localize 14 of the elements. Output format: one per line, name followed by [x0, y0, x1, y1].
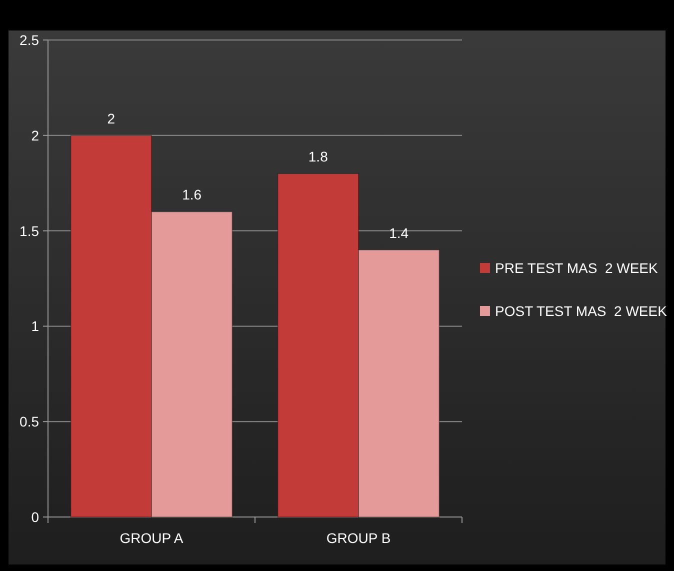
- y-tick-label: 2.5: [20, 32, 40, 48]
- x-tick-label: GROUP B: [326, 530, 391, 546]
- y-tick-label: 0: [31, 509, 40, 525]
- data-label: 1.6: [182, 186, 202, 203]
- y-tick-label: 1.5: [20, 222, 40, 239]
- data-label: 2: [107, 110, 116, 126]
- data-label: 1.8: [308, 148, 328, 165]
- data-label: 1.4: [389, 224, 409, 241]
- text: PRE TEST MAS 2 WEEK: [495, 260, 659, 276]
- y-tick-label: 0.5: [20, 414, 40, 430]
- legend-label: POST TEST MAS 2 WEEK: [495, 303, 668, 319]
- y-tick-label: 2: [31, 127, 40, 144]
- y-tick-label: 1: [31, 318, 40, 334]
- x-tick-label: GROUP A: [120, 530, 184, 546]
